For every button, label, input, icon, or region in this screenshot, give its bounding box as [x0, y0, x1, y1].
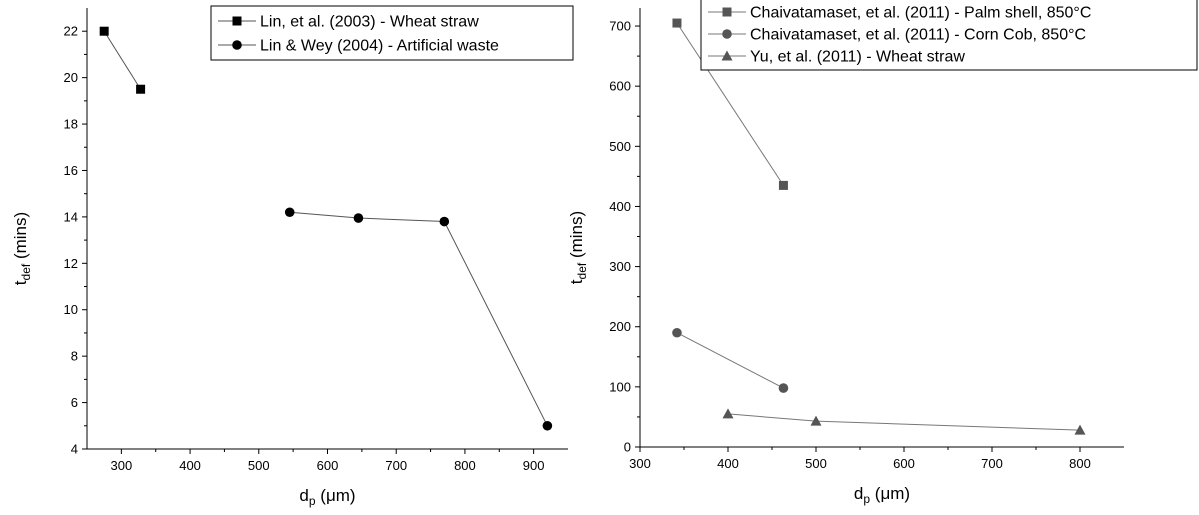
y-tick-label: 300: [609, 259, 631, 274]
data-point: [672, 327, 682, 338]
y-axis-title: tdef (mins): [567, 211, 589, 284]
data-point: [439, 216, 450, 227]
x-tick-label: 400: [179, 458, 201, 473]
data-point: [1074, 424, 1086, 435]
data-point: [672, 18, 682, 28]
legend-label: Yu, et al. (2011) - Wheat straw: [750, 49, 965, 66]
y-tick-label: 12: [64, 256, 78, 271]
data-point: [136, 84, 146, 94]
x-tick-label: 700: [981, 456, 1003, 471]
y-tick-label: 6: [71, 395, 78, 410]
y-tick-label: 700: [609, 19, 631, 34]
y-tick-label: 22: [64, 24, 78, 39]
x-axis-title: dp (μm): [854, 484, 910, 506]
legend-box: [210, 5, 574, 61]
x-tick-label: 300: [111, 458, 133, 473]
y-tick-label: 20: [64, 70, 78, 85]
x-tick-label: 800: [1069, 456, 1091, 471]
x-tick-label: 600: [317, 458, 339, 473]
x-tick-label: 900: [523, 458, 545, 473]
data-point: [353, 213, 364, 223]
data-point: [810, 415, 822, 426]
y-tick-label: 14: [64, 209, 78, 224]
legend-marker: [232, 40, 242, 50]
y-tick-label: 18: [64, 117, 78, 132]
series-1: [672, 327, 789, 393]
x-tick-label: 300: [629, 456, 651, 471]
series-line: [676, 22, 784, 186]
y-tick-label: 200: [609, 319, 631, 334]
data-point: [99, 26, 109, 36]
legend: Chaivatamaset, et al. (2011) - Palm shel…: [700, 0, 1198, 71]
chart-left: 300 400 500 600 700 800 900 4 6 8 10 12 14 16 18 20 22 dp…: [11, 5, 574, 508]
series-2: [722, 408, 1086, 435]
x-tick-label: 500: [248, 458, 270, 473]
x-tick-label: 400: [717, 456, 739, 471]
legend-box: [700, 0, 1198, 71]
y-tick-label: 8: [71, 349, 78, 364]
x-axis-title: dp (μm): [299, 486, 355, 508]
legend-label: Chaivatamaset, et al. (2011) - Palm shel…: [750, 5, 1091, 22]
legend-label: Lin & Wey (2004) - Artificial waste: [260, 38, 499, 55]
x-tick-label: 500: [805, 456, 827, 471]
y-tick-label: 0: [624, 440, 631, 455]
legend-label: Chaivatamaset, et al. (2011) - Corn Cob,…: [750, 27, 1086, 44]
chart-right: 300 400 500 600 700 800 0 100 200 300 400 500 600 700…: [567, 0, 1198, 506]
data-point: [284, 207, 295, 218]
x-tick-label: 800: [454, 458, 476, 473]
series-0: [672, 18, 788, 190]
y-tick-label: 16: [64, 163, 78, 178]
x-tick-label: 600: [893, 456, 915, 471]
series-0: [99, 26, 146, 94]
legend-marker: [722, 7, 732, 17]
series-line: [676, 332, 784, 389]
y-tick-label: 10: [64, 302, 78, 317]
x-tick-label: 700: [385, 458, 407, 473]
y-axis-title: tdef (mins): [11, 212, 33, 285]
y-tick-label: 100: [609, 379, 631, 394]
series-line: [103, 30, 142, 90]
series-1: [284, 207, 553, 431]
data-point: [542, 420, 553, 431]
legend-label: Lin, et al. (2003) - Wheat straw: [260, 14, 479, 31]
legend-marker: [232, 16, 242, 26]
legend-marker: [721, 50, 733, 61]
series-line: [289, 211, 548, 427]
series-line: [727, 413, 1081, 431]
y-tick-label: 500: [609, 139, 631, 154]
y-tick-label: 4: [71, 442, 78, 457]
y-tick-label: 600: [609, 79, 631, 94]
data-point: [778, 180, 788, 190]
legend: Lin, et al. (2003) - Wheat straw Lin & We…: [210, 5, 574, 61]
y-tick-label: 400: [609, 199, 631, 214]
data-point: [722, 408, 734, 419]
legend-marker: [722, 29, 732, 39]
data-point: [778, 383, 789, 393]
